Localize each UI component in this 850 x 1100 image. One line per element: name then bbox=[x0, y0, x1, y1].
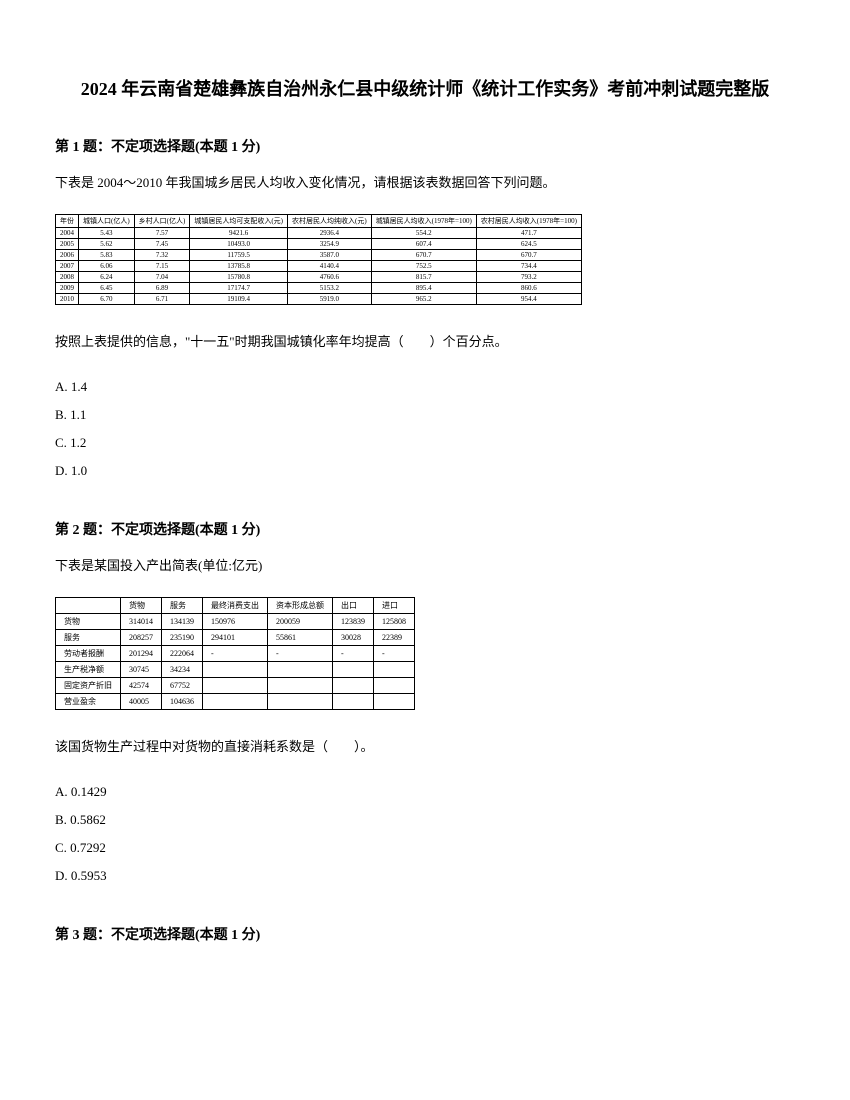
question-1-option-b: B. 1.1 bbox=[55, 402, 795, 428]
t1-h4: 农村居民人均纯收入(元) bbox=[288, 215, 372, 228]
t1-h3: 城镇居民人均可支配收入(元) bbox=[190, 215, 288, 228]
question-1-header: 第 1 题：不定项选择题(本题 1 分) bbox=[55, 136, 795, 156]
t1-h1: 城镇人口(亿人) bbox=[79, 215, 135, 228]
question-2-option-a: A. 0.1429 bbox=[55, 779, 795, 805]
t1-h2: 乡村人口(亿人) bbox=[134, 215, 190, 228]
question-1-table: 年份 城镇人口(亿人) 乡村人口(亿人) 城镇居民人均可支配收入(元) 农村居民… bbox=[55, 214, 795, 305]
t1-h0: 年份 bbox=[56, 215, 79, 228]
question-2-header: 第 2 题：不定项选择题(本题 1 分) bbox=[55, 519, 795, 539]
t1-h6: 农村居民人均收入(1978年=100) bbox=[476, 215, 581, 228]
t1-h5: 城镇居民人均收入(1978年=100) bbox=[371, 215, 476, 228]
question-1-option-c: C. 1.2 bbox=[55, 430, 795, 456]
question-2-intro: 下表是某国投入产出简表(单位:亿元) bbox=[55, 554, 795, 577]
question-1-option-a: A. 1.4 bbox=[55, 374, 795, 400]
question-1-option-d: D. 1.0 bbox=[55, 458, 795, 484]
question-2: 第 2 题：不定项选择题(本题 1 分) 下表是某国投入产出简表(单位:亿元) … bbox=[55, 519, 795, 889]
question-2-subquestion: 该国货物生产过程中对货物的直接消耗系数是（ ）。 bbox=[55, 735, 795, 758]
question-1-intro: 下表是 2004～2010 年我国城乡居民人均收入变化情况，请根据该表数据回答下… bbox=[55, 171, 795, 194]
question-1-subquestion: 按照上表提供的信息，"十一五"时期我国城镇化率年均提高（ ）个百分点。 bbox=[55, 330, 795, 353]
question-3: 第 3 题：不定项选择题(本题 1 分) bbox=[55, 924, 795, 944]
question-2-option-b: B. 0.5862 bbox=[55, 807, 795, 833]
question-1: 第 1 题：不定项选择题(本题 1 分) 下表是 2004～2010 年我国城乡… bbox=[55, 136, 795, 484]
question-2-option-c: C. 0.7292 bbox=[55, 835, 795, 861]
question-2-option-d: D. 0.5953 bbox=[55, 863, 795, 889]
question-2-table: 货物 服务 最终消费支出 资本形成总额 出口 进口 货物314014134139… bbox=[55, 597, 795, 710]
document-title: 2024 年云南省楚雄彝族自治州永仁县中级统计师《统计工作实务》考前冲刺试题完整… bbox=[55, 75, 795, 101]
question-3-header: 第 3 题：不定项选择题(本题 1 分) bbox=[55, 924, 795, 944]
